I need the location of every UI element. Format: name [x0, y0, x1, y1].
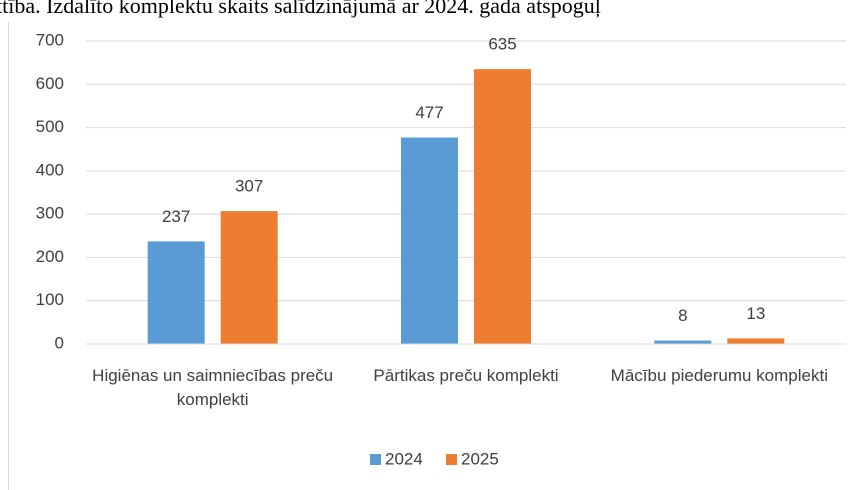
y-tick-label: 300	[36, 204, 64, 223]
y-tick-label: 200	[36, 247, 64, 266]
bar	[474, 69, 531, 344]
y-tick-label: 400	[36, 160, 64, 179]
bar	[654, 340, 712, 344]
y-tick-label: 500	[36, 117, 64, 136]
x-tick-label-box: Mācību piederumu komplekti	[610, 366, 828, 385]
bar	[401, 137, 458, 344]
x-tick-label: Higiēnas un saimniecības preču komplekti	[92, 366, 334, 409]
bar	[220, 211, 278, 344]
data-label: 307	[235, 177, 263, 196]
data-label: 8	[678, 306, 687, 325]
x-tick-label-box: Higiēnas un saimniecības preču komplekti	[92, 366, 334, 409]
x-tick-label: Pārtikas preču komplekti	[373, 366, 559, 385]
y-tick-label: 600	[36, 74, 64, 93]
data-label: 635	[488, 35, 516, 54]
caption: ttība. Izdalīto komplektu skaits salīdzi…	[0, 0, 601, 18]
data-label: 13	[746, 304, 765, 323]
legend-label: 2025	[461, 449, 499, 468]
legend-swatch	[446, 454, 457, 465]
x-tick-label-box: Pārtikas preču komplekti	[373, 366, 559, 385]
y-tick-label: 100	[36, 290, 64, 309]
data-label: 237	[162, 207, 190, 226]
bar	[727, 338, 785, 344]
data-label: 477	[415, 103, 443, 122]
legend-swatch	[370, 454, 381, 465]
legend-label: 2024	[385, 449, 423, 468]
x-tick-label: Mācību piederumu komplekti	[610, 366, 828, 385]
y-tick-label: 0	[55, 333, 64, 352]
bar	[147, 241, 205, 344]
y-tick-label: 700	[36, 30, 64, 49]
